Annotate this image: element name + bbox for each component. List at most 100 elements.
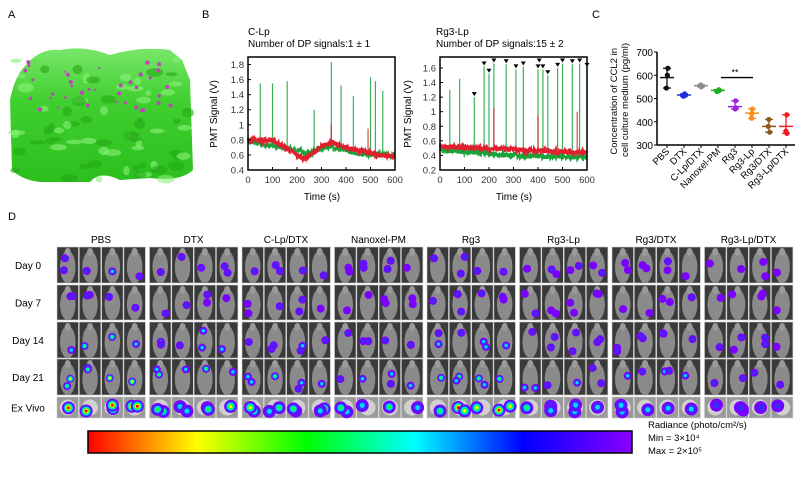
- mouse-head: [756, 323, 763, 331]
- mouse-body: [615, 250, 631, 284]
- mouse-image: [633, 396, 657, 419]
- surface-texture: [145, 90, 152, 96]
- surface-texture: [50, 144, 67, 151]
- mouse-head: [734, 286, 741, 294]
- signal-blob: [321, 273, 326, 278]
- mouse-image: [171, 396, 194, 419]
- mouse-head: [434, 360, 441, 368]
- signal-blob: [158, 342, 164, 347]
- mouse-body: [82, 325, 98, 359]
- mouse-image: [678, 396, 701, 419]
- signal-blob: [772, 268, 781, 277]
- mouse-image: [171, 321, 194, 359]
- data-point: [749, 106, 755, 112]
- surface-texture: [17, 73, 25, 79]
- mouse-head: [131, 248, 138, 256]
- mouse-head: [642, 248, 649, 256]
- drug-molecule: [134, 105, 139, 110]
- mouse-image: [334, 246, 357, 284]
- mouse-image: [563, 321, 586, 359]
- chart-subtitle: Number of DP signals:15 ± 2: [436, 39, 564, 50]
- mouse-body: [681, 325, 698, 359]
- mouse-image: [123, 321, 146, 359]
- mouse-image: [771, 284, 794, 321]
- dp-signal-marker: [536, 58, 542, 63]
- y-tick-label: 0.2: [423, 166, 436, 177]
- pmt-chart-c-lp: C-Lp Number of DP signals:1 ± 1 Time (s)…: [209, 27, 403, 203]
- mouse-image: [541, 358, 564, 396]
- y-axis-label: PMT Signal (V): [209, 80, 220, 148]
- bioluminescence-imaging-grid: Day 0 Day 7 Day 14 Day 21 Ex Vivo PBS DTX C-Lp/…: [11, 235, 794, 419]
- colorbar-max: Max = 2×10⁵: [648, 446, 702, 457]
- surface-texture: [168, 81, 183, 87]
- signal-blob: [408, 300, 417, 309]
- dp-signal-marker: [503, 59, 509, 64]
- data-point: [698, 84, 704, 90]
- signal-blob: [458, 309, 464, 314]
- signal-blob: [338, 376, 343, 382]
- mouse-head: [642, 323, 649, 331]
- mouse-body: [359, 250, 376, 284]
- mouse-head: [756, 248, 763, 256]
- mouse-body: [496, 362, 513, 396]
- mouse-body: [615, 362, 631, 396]
- mouse-image: [286, 321, 309, 359]
- mouse-head: [434, 286, 441, 294]
- pmt-chart-rg3-lp: Rg3-Lp Number of DP signals:15 ± 2 Time …: [403, 27, 595, 203]
- mouse-head: [409, 286, 416, 294]
- signal-blob: [66, 406, 70, 410]
- x-tick-label: 500: [363, 175, 379, 186]
- signal-blob: [504, 343, 508, 348]
- signal-blob: [430, 298, 436, 304]
- signal-blob: [184, 302, 189, 308]
- signal-blob: [439, 376, 443, 380]
- mouse-image: [493, 321, 516, 359]
- signal-blob: [774, 402, 782, 410]
- mouse-image: [56, 284, 79, 321]
- mouse-image: [171, 246, 194, 284]
- signal-blob: [323, 337, 328, 343]
- mouse-image: [471, 246, 494, 284]
- mouse-image: [308, 284, 331, 321]
- mouse-head: [386, 248, 393, 256]
- mouse-image: [541, 321, 564, 359]
- signal-blob: [134, 342, 138, 346]
- mouse-image: [101, 321, 124, 359]
- drug-molecule: [51, 92, 55, 96]
- signal-blob: [106, 294, 112, 300]
- signal-blob: [249, 380, 254, 384]
- signal-blob: [614, 349, 620, 354]
- mouse-image: [519, 321, 542, 359]
- signal-blob: [552, 334, 557, 340]
- mouse-image: [56, 358, 79, 396]
- signal-blob: [573, 330, 579, 335]
- row-label: Day 7: [15, 299, 42, 310]
- signal-blob: [638, 333, 643, 339]
- drug-molecule: [157, 62, 162, 67]
- mouse-head: [109, 323, 116, 331]
- mouse-head: [594, 323, 601, 331]
- mouse-head: [224, 248, 231, 256]
- mouse-image: [334, 321, 357, 359]
- mouse-head: [364, 323, 371, 331]
- y-tick-label: 1.6: [423, 63, 436, 74]
- signal-blob: [266, 408, 272, 414]
- mouse-head: [364, 248, 371, 256]
- mouse-head: [549, 286, 556, 294]
- mouse-image: [541, 284, 564, 321]
- mouse-head: [457, 248, 464, 256]
- mouse-image: [726, 396, 750, 419]
- mouse-head: [316, 248, 323, 256]
- 3d-membrane-render: [7, 48, 194, 184]
- signal-blob: [402, 263, 411, 272]
- signal-blob: [594, 289, 603, 298]
- signal-blob: [110, 403, 114, 407]
- y-tick-label: 1.2: [423, 93, 436, 104]
- data-point: [665, 65, 671, 71]
- mouse-image: [79, 284, 102, 321]
- signal-blob: [482, 340, 486, 344]
- signal-blob: [475, 406, 479, 410]
- mouse-head: [479, 360, 486, 368]
- mouse-head: [549, 248, 556, 256]
- mouse-image: [704, 396, 727, 419]
